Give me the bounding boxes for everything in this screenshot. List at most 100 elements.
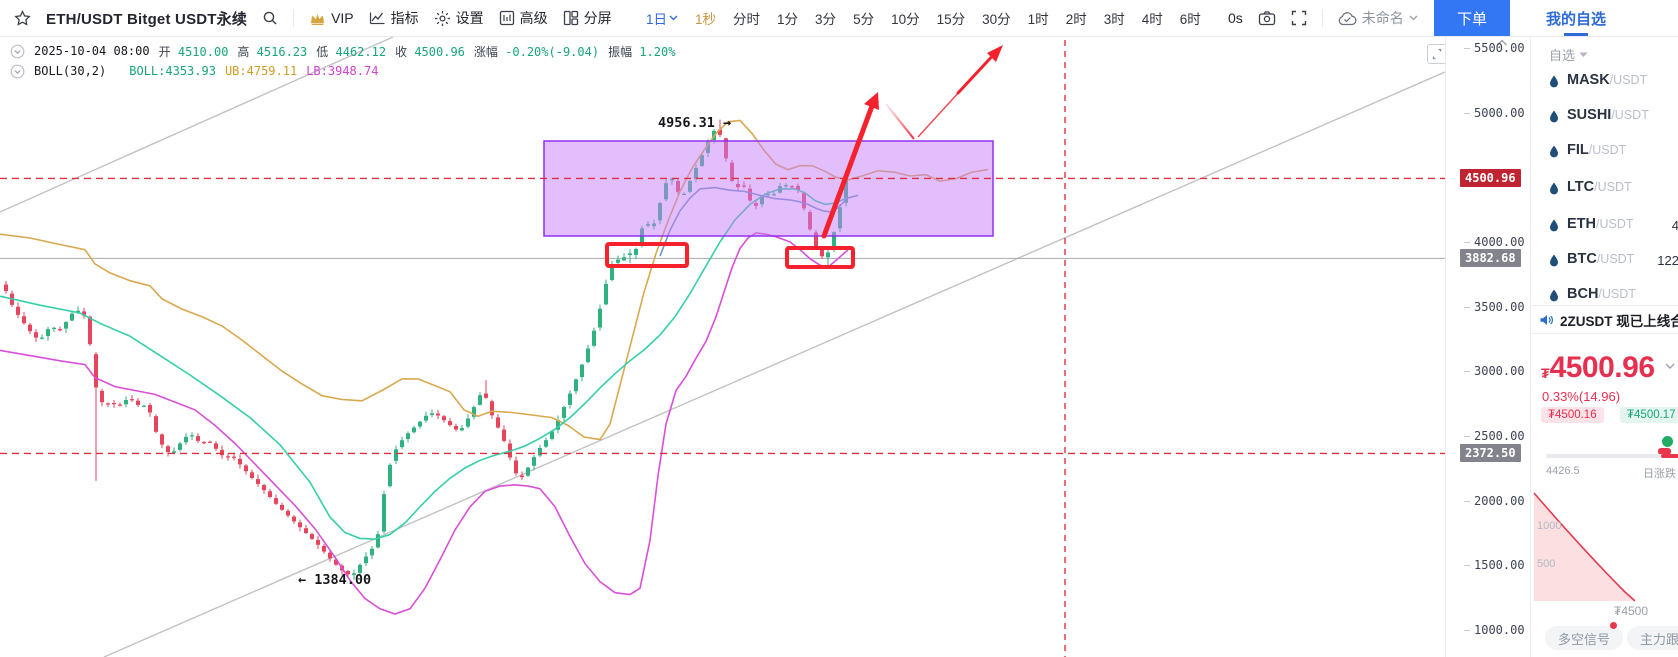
token-symbol: SUSHI/USDT <box>1567 107 1649 123</box>
chart-pane: 4956.31 → ← 1384.00 2025-10-04 08:00 开 4… <box>0 37 1445 657</box>
price-axis[interactable]: 5500.00 5000.00 4000.00 3500.00 3000.00 2500.… <box>1445 37 1531 657</box>
advanced-label: 高级 <box>519 10 548 26</box>
boll-mid-value: BOLL:4353.93 <box>129 64 216 78</box>
timeframe-3时[interactable]: 3时 <box>1103 12 1125 27</box>
ohlc-legend: 2025-10-04 08:00 开 4510.00 高 4516.23 低 4… <box>10 41 675 81</box>
token-price: 122 <box>1657 253 1678 268</box>
watchlist-row-mask[interactable]: MASK/USDT <box>1531 71 1678 91</box>
tab-my-favorites[interactable]: 我的自选 <box>1546 10 1607 28</box>
watchlist-row-btc[interactable]: BTC/USDT 122 <box>1531 250 1678 270</box>
token-droplet-icon <box>1549 75 1559 93</box>
settings-button[interactable]: 设置 <box>434 8 484 28</box>
panel-collapse-button[interactable] <box>1427 44 1445 64</box>
token-droplet-icon <box>1549 182 1559 200</box>
token-symbol: BTC/USDT <box>1567 251 1635 267</box>
gear-icon <box>434 10 450 26</box>
toolbar-divider <box>1321 9 1323 27</box>
depth-mini-chart: 1000 500 ₮4500 <box>1533 492 1648 618</box>
current-price-badge: 4500.96 <box>1460 169 1521 188</box>
watchlist-row-bch[interactable]: BCH/USDT <box>1531 285 1678 305</box>
timeframe-5分[interactable]: 5分 <box>853 12 875 27</box>
advanced-button[interactable]: 高级 <box>499 8 548 28</box>
fullscreen-icon[interactable] <box>1291 10 1307 26</box>
indicators-label: 指标 <box>390 10 419 26</box>
axis-tick-3000.00: 3000.00 <box>1464 364 1525 379</box>
replay-speed[interactable]: 0s <box>1228 10 1243 26</box>
save-layout-button[interactable]: 未命名 <box>1338 8 1418 28</box>
peak-price-annotation: 4956.31 → <box>658 115 731 131</box>
candle-datetime: 2025-10-04 08:00 <box>34 44 150 58</box>
vip-button[interactable]: VIP <box>309 10 354 26</box>
axis-scroll-up-icon[interactable] <box>1496 39 1508 47</box>
watchlist-row-sushi[interactable]: SUSHI/USDT <box>1531 106 1678 126</box>
timeframe-分时[interactable]: 分时 <box>733 12 761 27</box>
timeframe-10分[interactable]: 10分 <box>891 12 920 27</box>
cloud-check-icon <box>1338 11 1357 25</box>
watchlist-row-ltc[interactable]: LTC/USDT <box>1531 178 1678 198</box>
open-value: 4510.00 <box>177 44 229 59</box>
collapse-circle-icon[interactable] <box>10 64 25 79</box>
tab-main-force-tracking[interactable]: 主力跟踪 <box>1627 626 1678 650</box>
indicator-chart-icon <box>369 12 385 25</box>
tab-long-short-signal[interactable]: 多空信号 <box>1545 626 1624 650</box>
watchlist-filter-dropdown[interactable]: 自选 <box>1549 45 1588 64</box>
axis-tick-3500.00: 3500.00 <box>1464 299 1525 314</box>
token-droplet-icon <box>1549 145 1559 163</box>
sentiment-slider-knob[interactable] <box>1658 448 1671 455</box>
timeframe-4时[interactable]: 4时 <box>1141 12 1163 27</box>
timeframe-30分[interactable]: 30分 <box>982 12 1011 27</box>
token-symbol: BCH/USDT <box>1567 286 1636 302</box>
boll-ub-value: UB:4759.11 <box>224 64 298 78</box>
watchlist-panel: 自选 MASK/USDT SUSHI/USDT FIL/USDT LTC/USDT ET… <box>1530 37 1678 657</box>
axis-tick-1000.00: 1000.00 <box>1464 622 1525 637</box>
price-detail-caret[interactable] <box>1665 363 1675 370</box>
close-label: 收 <box>395 44 408 59</box>
indicators-button[interactable]: 指标 <box>369 8 419 28</box>
settings-label: 设置 <box>455 10 484 26</box>
watchlist-row-eth[interactable]: ETH/USDT 4 <box>1531 215 1678 235</box>
crown-icon <box>311 13 325 25</box>
legend-row-ohlc: 2025-10-04 08:00 开 4510.00 高 4516.23 低 4… <box>10 41 675 61</box>
favorite-star-icon[interactable] <box>14 9 31 27</box>
candlestick-chart-canvas[interactable]: 4956.31 → ← 1384.00 <box>0 37 1445 657</box>
watchlist-header-label: 自选 <box>1549 48 1576 63</box>
toolbar-divider <box>293 9 295 27</box>
timeframe-2时[interactable]: 2时 <box>1065 12 1087 27</box>
depth-price-label: ₮4500 <box>1614 604 1648 618</box>
announcement-text: 2ZUSDT 现已上线合 <box>1560 313 1678 329</box>
timeframe-1日[interactable]: 1日 <box>646 8 678 28</box>
chevron-down-icon <box>669 15 678 21</box>
collapse-circle-icon[interactable] <box>10 44 25 59</box>
save-status-label: 未命名 <box>1361 10 1404 26</box>
timeframe-6时[interactable]: 6时 <box>1179 12 1201 27</box>
announcement-bar[interactable]: 2ZUSDT 现已上线合 <box>1531 305 1678 334</box>
high-value: 4516.23 <box>256 44 308 59</box>
low-label: 低 <box>316 44 329 59</box>
axis-tick-5000.00: 5000.00 <box>1464 106 1525 120</box>
amplitude-value: 1.20% <box>639 44 676 59</box>
boll-indicator-name: BOLL(30,2) <box>34 64 107 78</box>
favorites-tab-underline <box>1564 33 1588 36</box>
change-value: -0.20%(-9.04) <box>505 44 600 59</box>
camera-icon[interactable] <box>1258 10 1276 26</box>
change-label: 涨幅 <box>473 44 498 59</box>
split-label: 分屏 <box>583 10 612 26</box>
timeframe-1时[interactable]: 1时 <box>1027 12 1049 27</box>
timeframe-1分[interactable]: 1分 <box>777 12 799 27</box>
timeframe-15分[interactable]: 15分 <box>936 12 966 27</box>
timeframe-1秒[interactable]: 1秒 <box>695 12 717 27</box>
depth-bid-area <box>1534 493 1635 601</box>
sentiment-green-dot <box>1662 436 1673 447</box>
axis-tick-2000.00: 2000.00 <box>1464 493 1525 508</box>
axis-tick-1500.00: 1500.00 <box>1464 558 1525 573</box>
purple-consolidation-zone <box>543 140 994 237</box>
split-screen-button[interactable]: 分屏 <box>563 8 612 28</box>
search-icon[interactable] <box>262 10 278 26</box>
last-price-value: 4500.96 <box>1549 351 1655 384</box>
timeframe-3分[interactable]: 3分 <box>815 12 837 27</box>
expand-corners-icon <box>1432 48 1442 60</box>
watchlist-row-fil[interactable]: FIL/USDT <box>1531 141 1678 161</box>
boll-lower-band <box>0 232 849 615</box>
place-order-button[interactable]: 下单 <box>1434 0 1510 36</box>
token-droplet-icon <box>1549 254 1559 272</box>
